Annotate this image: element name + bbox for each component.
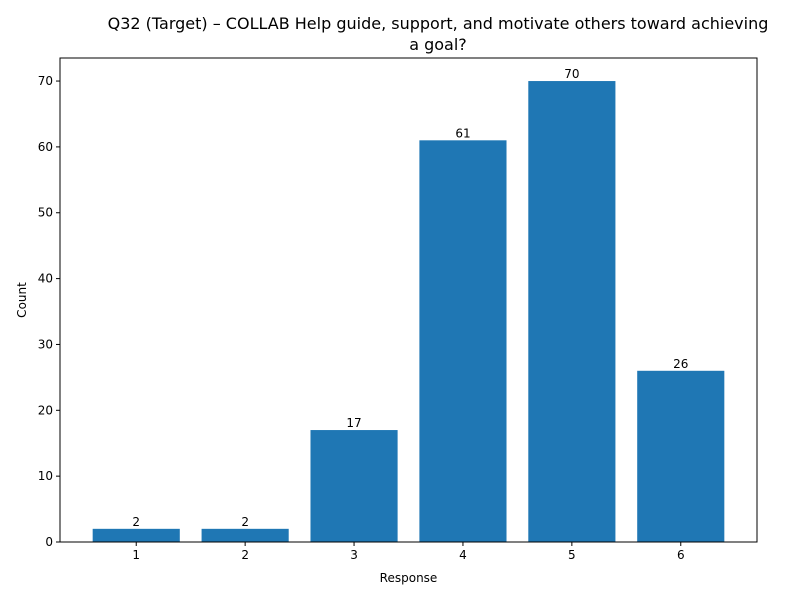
bar-labels-group: 2 2 17 61 70 26: [132, 67, 688, 529]
bar-value-label: 61: [455, 126, 470, 140]
bar-3: [310, 430, 398, 542]
bar-6: [637, 370, 725, 542]
chart-title-line-2: a goal?: [409, 35, 467, 54]
x-axis-label: Response: [380, 571, 438, 585]
bar-1: [92, 528, 180, 542]
bar-5: [528, 81, 616, 543]
bar-2: [201, 528, 289, 542]
x-tick-label: 1: [132, 548, 140, 562]
y-axis-label: Count: [15, 282, 29, 318]
chart-title-line-1: Q32 (Target) – COLLAB Help guide, suppor…: [107, 14, 769, 33]
x-ticks-group: 1 2 3 4 5 6: [132, 542, 685, 562]
y-tick-label: 60: [38, 140, 53, 154]
y-tick-label: 70: [38, 74, 53, 88]
y-tick-label: 10: [38, 469, 53, 483]
y-tick-label: 50: [38, 206, 53, 220]
x-tick-label: 4: [459, 548, 467, 562]
x-tick-label: 2: [241, 548, 249, 562]
bar-value-label: 26: [673, 357, 688, 371]
y-tick-label: 20: [38, 403, 53, 417]
bars-group: [92, 81, 725, 543]
y-tick-label: 0: [45, 535, 53, 549]
bar-value-label: 2: [132, 515, 140, 529]
plot-frame: [59, 57, 758, 543]
bar-value-label: 70: [564, 67, 579, 81]
bar-value-label: 17: [346, 416, 361, 430]
x-tick-label: 5: [568, 548, 576, 562]
bar-4: [419, 140, 507, 542]
y-tick-label: 30: [38, 337, 53, 351]
x-tick-label: 6: [677, 548, 685, 562]
y-tick-label: 40: [38, 272, 53, 286]
y-ticks-group: 0 10 20 30 40 50 60 70: [38, 74, 60, 549]
bar-value-label: 2: [241, 515, 249, 529]
x-tick-label: 3: [350, 548, 358, 562]
